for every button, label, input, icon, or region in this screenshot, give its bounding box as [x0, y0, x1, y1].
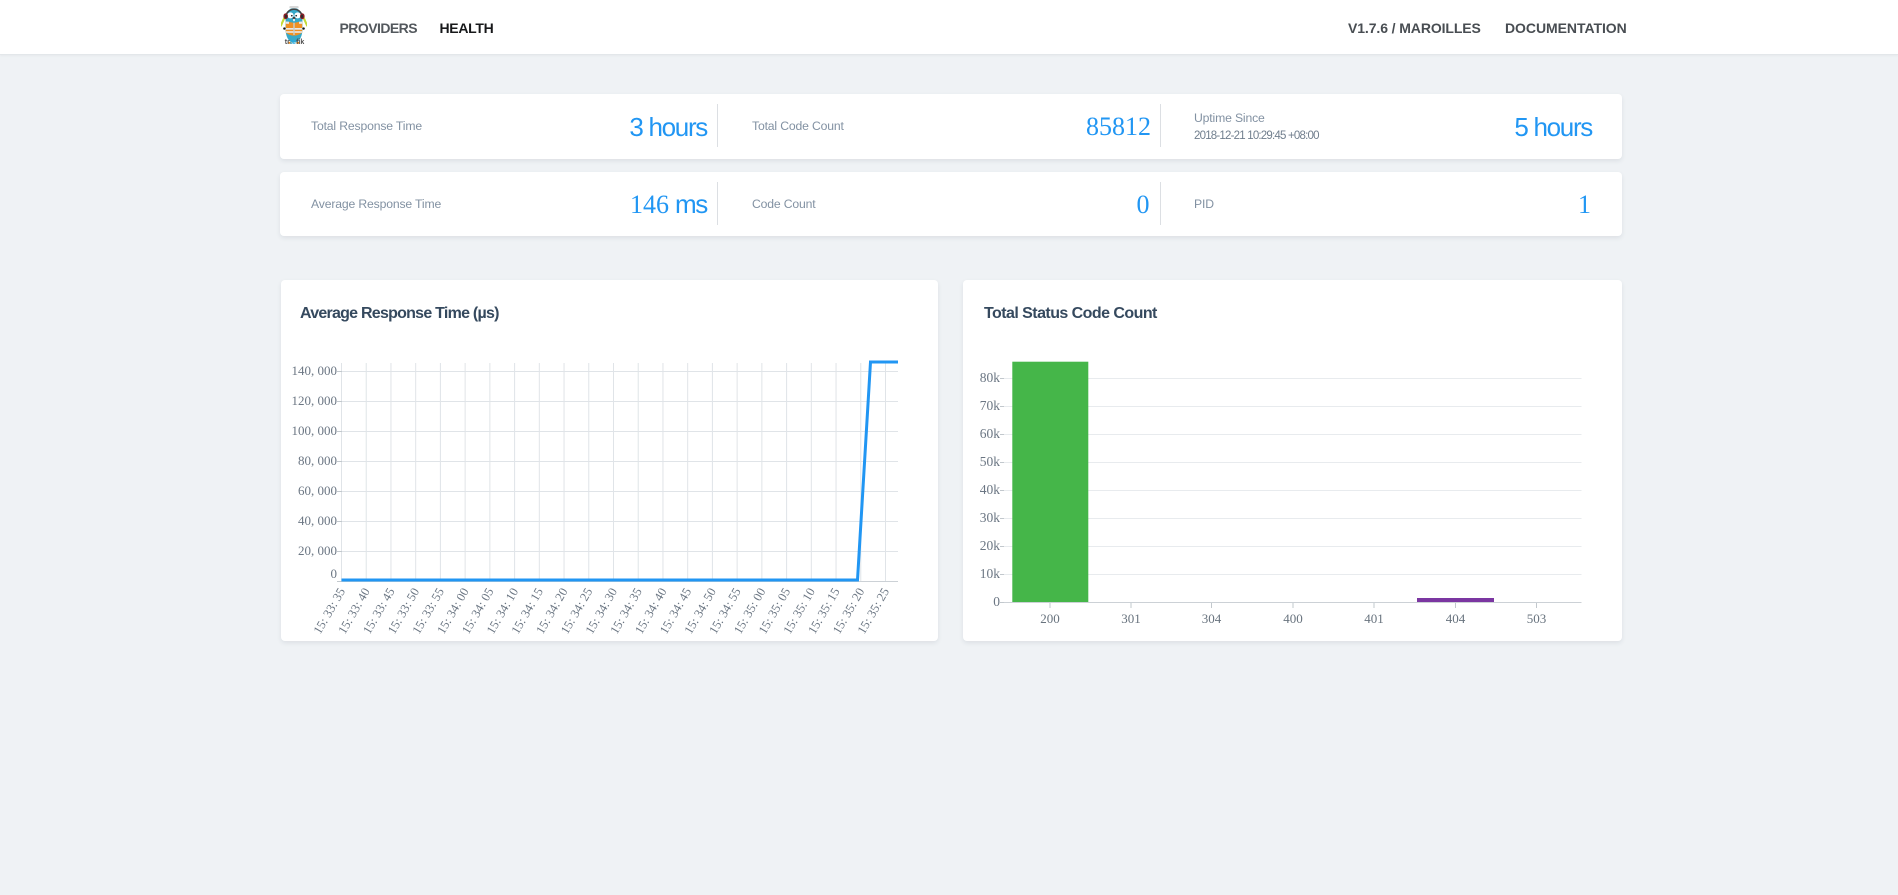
svg-text:50k: 50k: [980, 454, 1001, 469]
svg-text:70k: 70k: [980, 398, 1001, 413]
svg-text:20, 000: 20, 000: [298, 543, 337, 558]
svg-text:60, 000: 60, 000: [298, 483, 337, 498]
svg-text:30k: 30k: [980, 510, 1001, 525]
svg-text:400: 400: [1283, 611, 1303, 626]
svg-text:404: 404: [1446, 611, 1466, 626]
svg-text:40, 000: 40, 000: [298, 513, 337, 528]
svg-text:120, 000: 120, 000: [292, 393, 338, 408]
svg-text:401: 401: [1364, 611, 1384, 626]
svg-text:80k: 80k: [980, 370, 1001, 385]
svg-text:304: 304: [1202, 611, 1222, 626]
svg-text:503: 503: [1527, 611, 1547, 626]
svg-text:200: 200: [1040, 611, 1060, 626]
svg-text:40k: 40k: [980, 482, 1001, 497]
svg-text:140, 000: 140, 000: [292, 363, 338, 378]
svg-text:10k: 10k: [980, 566, 1001, 581]
svg-text:100, 000: 100, 000: [292, 423, 338, 438]
svg-text:0: 0: [331, 566, 338, 581]
svg-text:301: 301: [1121, 611, 1141, 626]
svg-text:80, 000: 80, 000: [298, 453, 337, 468]
svg-text:0: 0: [993, 594, 1000, 609]
svg-text:60k: 60k: [980, 426, 1001, 441]
svg-text:20k: 20k: [980, 538, 1001, 553]
